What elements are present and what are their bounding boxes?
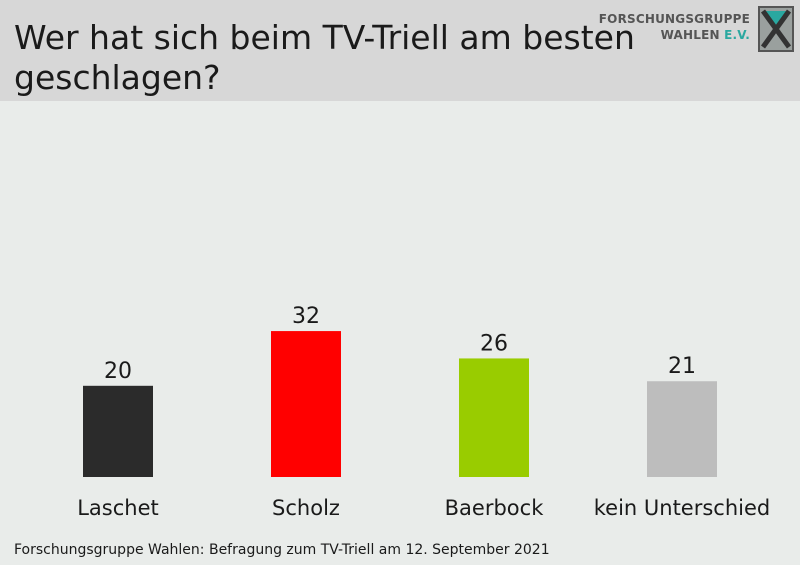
chart-title: Wer hat sich beim TV-Triell am besten ge…: [14, 18, 635, 97]
logo-line-1: FORSCHUNGSGRUPPE: [598, 12, 750, 26]
logo-line-2: WAHLEN E.V.: [599, 27, 750, 43]
bars-group: [83, 331, 717, 477]
value-label: 20: [104, 359, 132, 384]
logo: FORSCHUNGSGRUPPE WAHLEN E.V.: [599, 6, 794, 54]
bar-scholz: [271, 331, 341, 477]
value-label: 21: [668, 354, 696, 379]
value-labels-group: 20 32 26 21: [104, 304, 696, 384]
value-label: 26: [480, 331, 508, 356]
logo-ev: E.V.: [724, 28, 750, 42]
source-note: Forschungsgruppe Wahlen: Befragung zum T…: [14, 542, 550, 558]
header-band: Wer hat sich beim TV-Triell am besten ge…: [0, 0, 800, 101]
category-label: Laschet: [77, 496, 159, 520]
category-labels-group: Laschet Scholz Baerbock kein Unterschied: [77, 496, 770, 520]
category-label: kein Unterschied: [594, 496, 771, 520]
bar-kein-unterschied: [647, 381, 717, 477]
bar-chart: 20 32 26 21 Laschet Scholz Baerbock kein Unter…: [77, 304, 770, 520]
category-label: Scholz: [272, 496, 340, 520]
value-label: 32: [292, 304, 320, 329]
bar-baerbock: [459, 358, 529, 477]
logo-cross-icon: [758, 6, 794, 52]
logo-text: FORSCHUNGSGRUPPE WAHLEN E.V.: [599, 11, 750, 43]
bar-laschet: [83, 385, 153, 477]
logo-wahlen: WAHLEN: [660, 28, 720, 42]
category-label: Baerbock: [445, 496, 545, 520]
